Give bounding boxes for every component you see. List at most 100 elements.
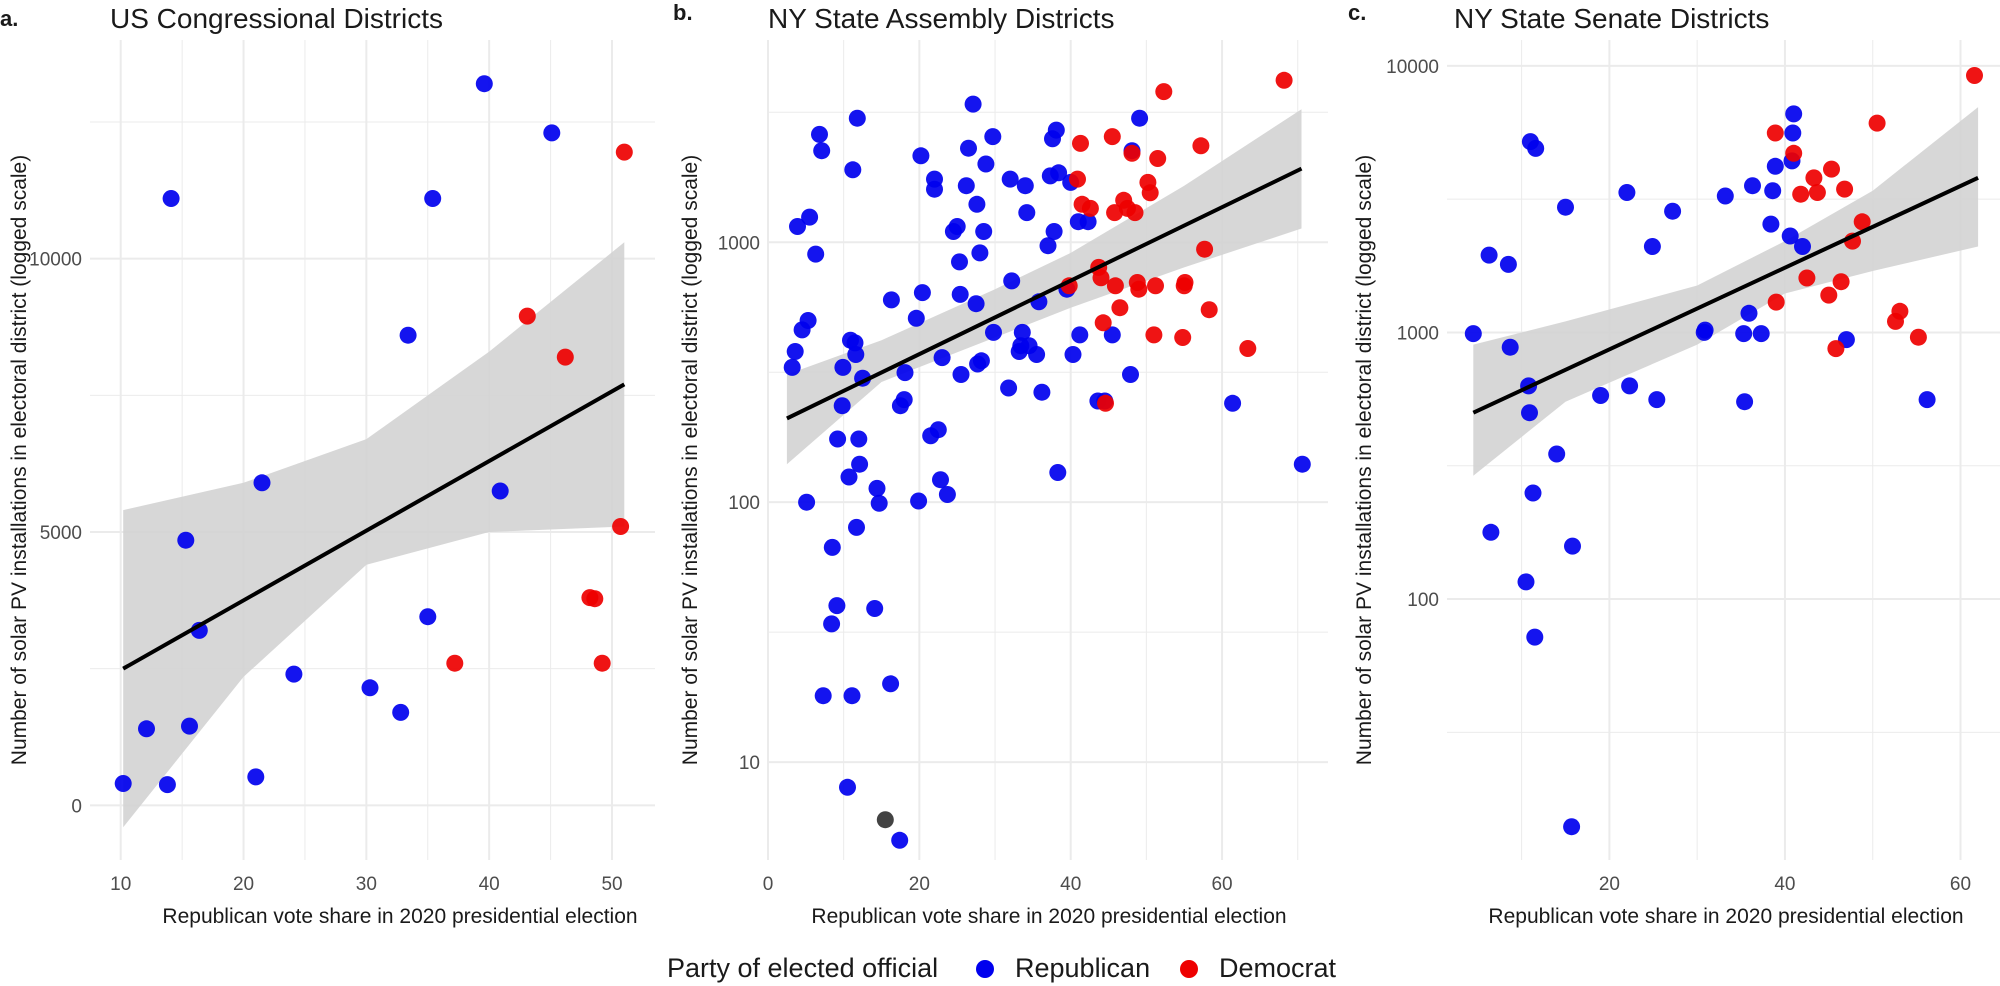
data-point-republican <box>162 190 180 207</box>
data-point-republican <box>957 177 975 195</box>
y-tick-label: 100 <box>728 493 760 514</box>
data-point-republican <box>971 244 989 262</box>
data-point-democrat <box>1832 273 1850 291</box>
data-point-republican <box>1918 391 1936 409</box>
y-tick-label: 10 <box>739 753 760 774</box>
data-point-republican <box>1001 170 1019 188</box>
data-point-republican <box>1000 379 1018 397</box>
data-point-republican <box>1621 377 1639 395</box>
data-point-republican <box>850 430 868 448</box>
data-point-democrat <box>1174 329 1192 346</box>
data-point-democrat <box>1176 274 1194 291</box>
data-point-democrat <box>446 654 464 672</box>
data-point-republican <box>848 518 865 536</box>
data-point-republican <box>181 717 198 735</box>
data-point-republican <box>1716 187 1734 205</box>
legend-swatch-republican <box>976 960 994 978</box>
data-point-republican <box>138 720 155 738</box>
data-point-republican <box>833 397 851 415</box>
data-point-republican <box>1482 523 1500 541</box>
data-point-republican <box>843 687 861 705</box>
panel-ny-senate: c. NY State Senate Districts Republican … <box>1348 0 1964 928</box>
data-point-republican <box>851 455 869 473</box>
data-point-democrat <box>1827 340 1845 358</box>
regression-line <box>122 382 626 671</box>
data-point-republican <box>823 615 841 633</box>
x-axis-label: Republican vote share in 2020 presidenti… <box>162 905 637 928</box>
data-point-republican <box>1557 198 1574 216</box>
data-point-republican <box>839 778 856 796</box>
data-point-democrat <box>1820 286 1838 304</box>
x-tick-label: 50 <box>601 874 622 895</box>
plot-area: 10 20 30 40 50 0 5000 10000 <box>29 40 655 895</box>
data-point-democrat <box>1149 150 1167 167</box>
x-tick-label: 0 <box>763 874 774 895</box>
data-point-republican <box>1766 157 1784 175</box>
regression-line <box>786 166 1303 421</box>
data-point-republican <box>1016 177 1034 195</box>
data-point-republican <box>972 352 990 370</box>
data-point-republican <box>932 471 949 489</box>
data-point-democrat <box>1767 293 1785 311</box>
data-point-republican <box>834 358 852 376</box>
y-tick-label: 10000 <box>1386 57 1439 78</box>
y-axis-label: Number of solar PV installations in elec… <box>679 155 702 765</box>
data-point-republican <box>840 468 858 486</box>
data-point-republican <box>1563 818 1581 836</box>
data-point-republican <box>811 125 828 143</box>
legend-label-democrat: Democrat <box>1219 953 1337 983</box>
data-point-republican <box>1784 124 1802 142</box>
data-point-republican <box>1524 484 1542 502</box>
data-point-republican <box>829 430 847 448</box>
data-point-democrat <box>1103 128 1121 146</box>
data-point-republican <box>1564 537 1581 555</box>
data-point-democrat <box>1792 185 1810 203</box>
data-point-democrat <box>1909 328 1927 346</box>
panel-label: c. <box>1348 0 1366 25</box>
data-point-republican <box>801 208 819 226</box>
data-point-democrat <box>1126 204 1144 222</box>
x-tick-label: 30 <box>356 874 377 895</box>
x-tick-label: 20 <box>909 874 930 895</box>
data-point-republican <box>1464 325 1482 343</box>
data-point-republican <box>952 366 970 383</box>
data-point-republican <box>1501 338 1519 356</box>
data-point-republican <box>419 608 437 626</box>
data-point-republican <box>891 831 909 849</box>
data-point-republican <box>1033 383 1051 401</box>
data-point-democrat <box>1868 114 1886 132</box>
data-point-republican <box>967 295 985 313</box>
data-point-republican <box>177 531 195 549</box>
data-point-republican <box>1050 164 1068 182</box>
data-point-republican <box>285 665 303 683</box>
x-tick-label: 20 <box>233 874 254 895</box>
legend-label-republican: Republican <box>1015 953 1150 983</box>
data-point-democrat <box>1966 67 1983 84</box>
y-axis-label: Number of solar PV installations in elec… <box>8 155 31 765</box>
panel-title: NY State Assembly Districts <box>768 3 1114 34</box>
data-point-republican <box>933 349 951 367</box>
panel-title: NY State Senate Districts <box>1454 3 1769 34</box>
data-point-republican <box>1764 182 1782 200</box>
data-point-republican <box>895 391 913 409</box>
x-axis-label: Republican vote share in 2020 presidenti… <box>811 905 1286 928</box>
data-point-republican <box>844 161 862 179</box>
data-point-democrat <box>1766 124 1784 142</box>
data-point-republican <box>907 309 925 327</box>
data-point-republican <box>951 285 969 303</box>
data-point-republican <box>814 687 832 705</box>
data-point-republican <box>1592 387 1610 404</box>
data-point-republican <box>938 486 956 503</box>
data-point-republican <box>847 346 865 363</box>
x-tick-label: 60 <box>1211 874 1232 895</box>
x-axis-label: Republican vote share in 2020 presidenti… <box>1488 905 1963 928</box>
panel-label: b. <box>673 0 693 25</box>
data-point-republican <box>1224 394 1242 412</box>
data-point-republican <box>1696 321 1714 339</box>
data-point-republican <box>870 494 888 512</box>
panel-us-congressional: a. US Congressional Districts Republican… <box>0 3 638 928</box>
data-point-republican <box>948 218 966 235</box>
data-point-republican <box>1013 323 1031 341</box>
data-point-democrat <box>1072 134 1089 152</box>
